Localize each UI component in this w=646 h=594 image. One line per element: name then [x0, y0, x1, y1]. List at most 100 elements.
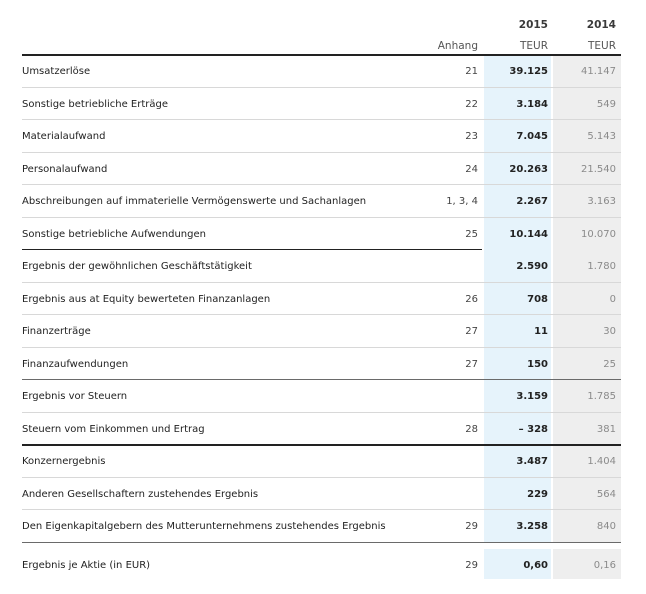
row-label: Sonstige betriebliche Erträge — [22, 98, 169, 110]
row-divider — [22, 86, 621, 88]
note-column-header: Anhang — [437, 40, 478, 52]
row-prior-value: 840 — [596, 521, 616, 532]
row-prior-value: 1.404 — [587, 456, 616, 467]
header-rule — [22, 54, 621, 56]
row-divider — [22, 476, 621, 478]
row-prior-value: 564 — [596, 488, 616, 500]
row-note: 25 — [465, 228, 478, 240]
row-note: 21 — [465, 66, 478, 77]
row-prior-value: 549 — [596, 98, 616, 110]
row-prior-value: 21.540 — [581, 163, 616, 175]
row-label: Finanzaufwendungen — [22, 358, 129, 370]
statement-row: Finanzerträge 27 11 30 — [22, 315, 621, 347]
row-prior-value: 1.780 — [587, 261, 616, 272]
statement-row: Abschreibungen auf immaterielle Vermögen… — [22, 185, 621, 217]
row-label: Anderen Gesellschaftern zustehendes Erge… — [22, 488, 259, 500]
row-prior-value: 0 — [609, 293, 616, 305]
row-current-value: 3.184 — [516, 98, 548, 110]
statement-row: Den Eigenkapitalgebern des Mutterunterne… — [22, 510, 621, 542]
row-divider — [22, 541, 621, 543]
row-note: 27 — [465, 326, 478, 337]
row-current-value: 3.159 — [516, 391, 548, 402]
row-label: Abschreibungen auf immaterielle Vermögen… — [22, 196, 367, 207]
current-year-column-shade — [484, 55, 551, 542]
row-note: 1, 3, 4 — [446, 196, 478, 207]
unit-prior-header: TEUR — [587, 40, 616, 52]
row-current-value: 3.487 — [516, 456, 548, 467]
row-label: Materialaufwand — [22, 131, 106, 142]
row-label: Ergebnis der gewöhnlichen Geschäftstätig… — [22, 261, 252, 272]
row-note: 26 — [465, 293, 478, 305]
row-label: Den Eigenkapitalgebern des Mutterunterne… — [22, 521, 386, 532]
statement-row: Steuern vom Einkommen und Ertrag 28 – 328 3… — [22, 413, 621, 445]
row-prior-value: 1.785 — [587, 391, 616, 402]
row-divider — [22, 346, 621, 348]
row-label: Umsatzerlöse — [22, 66, 91, 77]
row-prior-value: 5.143 — [587, 131, 616, 142]
row-note: 29 — [465, 560, 478, 571]
year-prior-header: 2014 — [586, 19, 616, 31]
row-current-value: 2.267 — [516, 196, 548, 207]
row-label: Ergebnis vor Steuern — [22, 391, 128, 402]
row-divider — [22, 184, 621, 185]
statement-row: Personalaufwand 24 20.263 21.540 — [22, 153, 621, 185]
row-current-value: 3.258 — [516, 521, 548, 532]
eps-row: Ergebnis je Aktie (in EUR) 29 0,60 0,16 — [22, 549, 621, 581]
row-current-value: 708 — [527, 293, 548, 305]
eps-current-shade — [484, 549, 551, 579]
row-prior-value: 10.070 — [581, 228, 616, 240]
row-divider — [22, 281, 621, 283]
statement-row: Ergebnis aus at Equity bewerteten Finanz… — [22, 283, 621, 315]
row-note: 27 — [465, 358, 478, 370]
row-prior-value: 41.147 — [581, 66, 616, 77]
row-current-value: 229 — [527, 488, 548, 500]
row-label: Ergebnis je Aktie (in EUR) — [22, 560, 151, 571]
row-divider — [22, 151, 621, 153]
row-prior-value: 3.163 — [587, 196, 616, 207]
statement-row: Konzernergebnis 3.487 1.404 — [22, 445, 621, 477]
row-divider — [22, 119, 621, 120]
row-note: 22 — [465, 98, 478, 110]
statement-row: Sonstige betriebliche Erträge 22 3.184 549 — [22, 88, 621, 120]
row-label: Personalaufwand — [22, 163, 108, 175]
row-current-value: 10.144 — [509, 228, 548, 240]
statement-row: Finanzaufwendungen 27 150 25 — [22, 348, 621, 380]
row-current-value: 39.125 — [509, 66, 548, 77]
row-current-value: 11 — [534, 326, 548, 337]
row-note: 28 — [465, 423, 478, 435]
statement-row: Ergebnis der gewöhnlichen Geschäftstätig… — [22, 250, 621, 282]
row-divider — [22, 509, 621, 510]
row-prior-value: 25 — [603, 358, 616, 370]
row-divider — [22, 249, 482, 250]
statement-row: Materialaufwand 23 7.045 5.143 — [22, 120, 621, 152]
row-divider — [22, 411, 621, 413]
row-note: 24 — [465, 163, 478, 175]
row-label: Steuern vom Einkommen und Ertrag — [22, 423, 205, 435]
statement-row: Anderen Gesellschaftern zustehendes Erge… — [22, 478, 621, 510]
row-divider — [22, 216, 621, 218]
row-current-value: – 328 — [518, 423, 548, 435]
unit-current-header: TEUR — [519, 40, 548, 52]
row-current-value: 20.263 — [509, 163, 548, 175]
row-label: Ergebnis aus at Equity bewerteten Finanz… — [22, 293, 271, 305]
row-label: Konzernergebnis — [22, 456, 106, 467]
row-prior-value: 0,16 — [593, 560, 616, 571]
row-divider — [22, 444, 621, 446]
row-prior-value: 381 — [596, 423, 616, 435]
statement-row: Umsatzerlöse 21 39.125 41.147 — [22, 55, 621, 87]
row-current-value: 7.045 — [516, 131, 548, 142]
statement-row: Ergebnis vor Steuern 3.159 1.785 — [22, 380, 621, 412]
row-current-value: 150 — [527, 358, 548, 370]
eps-prior-shade — [553, 549, 621, 579]
row-note: 23 — [465, 131, 478, 142]
statement-row: Sonstige betriebliche Aufwendungen 25 10.1… — [22, 218, 621, 250]
row-prior-value: 30 — [603, 326, 616, 337]
row-note: 29 — [465, 521, 478, 532]
row-current-value: 2.590 — [516, 261, 548, 272]
year-current-header: 2015 — [518, 19, 548, 31]
row-label: Sonstige betriebliche Aufwendungen — [22, 228, 206, 240]
row-divider — [22, 379, 621, 380]
row-divider — [22, 314, 621, 315]
row-label: Finanzerträge — [22, 326, 91, 337]
